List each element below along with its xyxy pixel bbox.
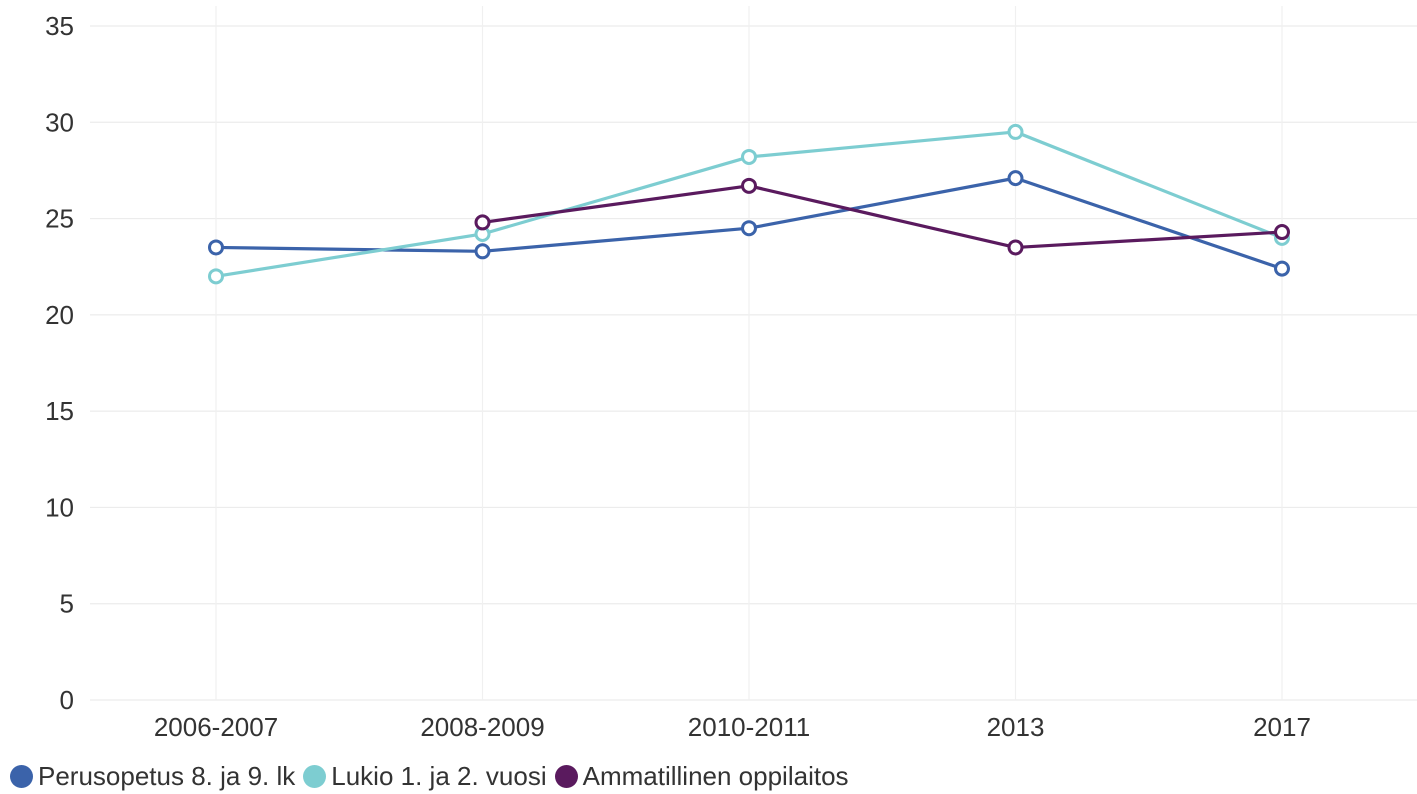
legend-swatch-ammatillinen: [554, 764, 578, 788]
data-point[interactable]: [208, 239, 224, 256]
data-point[interactable]: [1274, 260, 1290, 277]
data-point[interactable]: [474, 243, 491, 260]
x-tick-label: 2017: [1253, 712, 1311, 742]
x-tick-label: 2013: [987, 712, 1045, 742]
data-point[interactable]: [741, 220, 757, 237]
y-tick-label: 10: [45, 492, 74, 522]
y-tick-label: 0: [60, 685, 74, 715]
legend-swatch-lukio: [303, 764, 327, 788]
x-axis: 2006-2007 2008-2009 2010-2011 2013 2017: [154, 712, 1311, 742]
x-tick-label: 2010-2011: [688, 712, 810, 742]
series-0: [208, 170, 1290, 277]
data-point[interactable]: [741, 148, 757, 165]
y-tick-label: 30: [45, 107, 74, 137]
y-tick-label: 35: [45, 11, 74, 41]
data-point[interactable]: [1274, 224, 1290, 241]
legend-label-lukio: Lukio 1. ja 2. vuosi: [331, 760, 547, 791]
series-lines: [208, 123, 1290, 285]
x-tick-label: 2006-2007: [154, 712, 278, 742]
y-tick-label: 20: [45, 300, 74, 330]
legend-label-perusopetus: Perusopetus 8. ja 9. lk: [38, 760, 296, 791]
legend-swatch-perusopetus: [10, 764, 33, 788]
data-point[interactable]: [1007, 123, 1024, 140]
y-tick-label: 5: [60, 589, 74, 619]
chart-plot-area: 0 5 10 15 20 25 30 35 2006-2007 2008-2009 2010-20…: [45, 6, 1417, 742]
legend-item-ammatillinen[interactable]: Ammatillinen oppilaitos: [554, 760, 849, 792]
legend-label-ammatillinen: Ammatillinen oppilaitos: [582, 760, 849, 791]
x-tick-label: 2008-2009: [420, 712, 544, 742]
legend: Perusopetus 8. ja 9. lk Lukio 1. ja 2. v…: [10, 758, 857, 794]
y-tick-label: 15: [45, 396, 74, 426]
y-tick-label: 25: [45, 204, 74, 234]
data-point[interactable]: [208, 268, 224, 285]
series-2: [474, 177, 1290, 256]
legend-item-lukio[interactable]: Lukio 1. ja 2. vuosi: [303, 760, 547, 792]
data-point[interactable]: [1007, 170, 1024, 187]
series-line: [480, 184, 1284, 250]
legend-item-perusopetus[interactable]: Perusopetus 8. ja 9. lk: [10, 761, 295, 792]
y-axis: 0 5 10 15 20 25 30 35: [45, 11, 74, 715]
series-1: [208, 123, 1290, 285]
data-point[interactable]: [1007, 239, 1024, 256]
data-point[interactable]: [741, 177, 757, 194]
gridlines: [90, 6, 1417, 701]
data-point[interactable]: [474, 214, 491, 231]
